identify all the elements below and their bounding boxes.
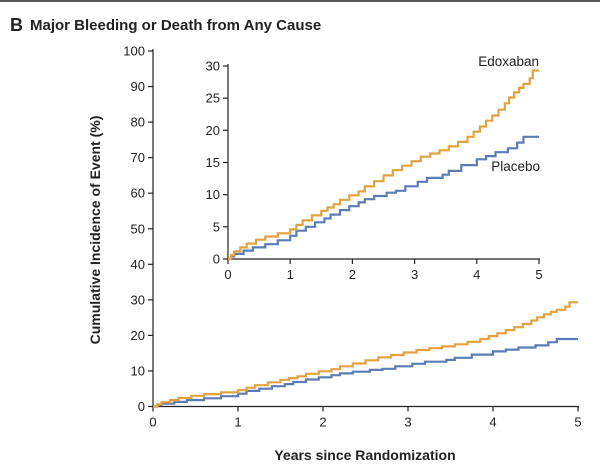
inset-y-tick-label: 25 [206,91,220,106]
main-y-tick-label: 40 [131,257,145,272]
main-series-line-edoxaban [153,301,578,408]
main-y-tick-label: 80 [131,115,145,130]
main-x-tick-label: 5 [574,415,581,430]
inset-series-line-edoxaban [228,69,539,261]
panel-title: Major Bleeding or Death from Any Cause [30,17,321,34]
series-label-edoxaban: Edoxaban [478,54,539,69]
main-y-tick-label: 50 [131,221,145,236]
top-rule [0,0,600,2]
inset-y-tick-label: 15 [206,155,220,170]
main-y-tick-label: 60 [131,186,145,201]
inset-y-tick-label: 5 [213,219,220,234]
inset-x-tick-label: 3 [411,267,418,282]
main-y-tick-label: 100 [123,44,145,59]
x-axis-title: Years since Randomization [274,447,455,463]
main-y-tick-label: 0 [138,399,145,414]
main-y-tick-label: 30 [131,292,145,307]
inset-y-tick-label: 20 [206,123,220,138]
panel-letter: B [10,15,23,35]
main-x-tick-label: 3 [404,415,411,430]
y-axis-title: Cumulative Incidence of Event (%) [87,116,103,345]
main-series-line-placebo [153,337,578,408]
inset-x-tick-label: 0 [224,267,231,282]
inset-series-line-placebo [228,135,539,261]
main-y-tick-label: 10 [131,363,145,378]
series-label-placebo: Placebo [491,159,540,174]
inset-chart: 0 5 10 15 20 25 30 0 1 2 3 4 5 Edoxaban Placebo [206,54,543,282]
main-y-tick-label: 70 [131,150,145,165]
inset-y-tick-label: 10 [206,187,220,202]
inset-y-tick-label: 0 [213,252,220,267]
inset-y-tick-label: 30 [206,59,220,74]
inset-x-tick-label: 2 [349,267,356,282]
inset-x-tick-label: 4 [473,267,480,282]
inset-x-tick-label: 1 [287,267,294,282]
main-x-tick-label: 0 [149,415,156,430]
main-x-tick-label: 4 [489,415,496,430]
main-x-tick-label: 2 [319,415,326,430]
main-x-tick-label: 1 [234,415,241,430]
inset-x-tick-label: 5 [535,267,542,282]
main-y-tick-label: 90 [131,79,145,94]
main-y-tick-label: 20 [131,328,145,343]
